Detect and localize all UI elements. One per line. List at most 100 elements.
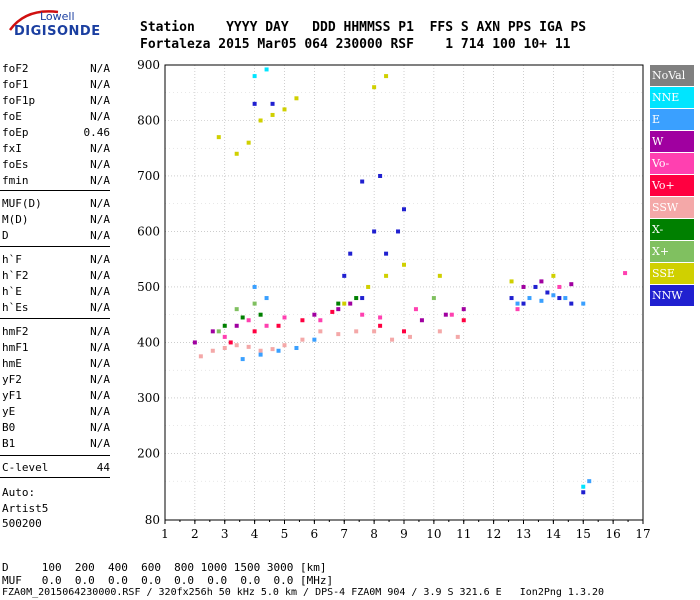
data-point [545, 290, 550, 295]
data-point [270, 101, 275, 106]
param-key: hmF1 [2, 341, 29, 354]
data-point [216, 329, 221, 334]
series-vo- [222, 271, 628, 339]
param-key: h`F2 [2, 269, 29, 282]
data-point [354, 329, 359, 334]
series-nne [252, 67, 586, 489]
param-row-muf-d-: MUF(D) N/A [2, 197, 110, 211]
x-tick-label: 10 [426, 527, 441, 541]
data-point [270, 347, 275, 352]
param-value: N/A [90, 421, 110, 434]
param-row-c-level: C-level 44 [2, 461, 110, 475]
data-point [372, 329, 377, 334]
data-point [431, 296, 436, 301]
data-point [198, 354, 203, 359]
param-row-h-es: h`Es N/A [2, 301, 110, 315]
data-point [396, 229, 401, 234]
data-point [419, 318, 424, 323]
param-row-yf2: yF2 N/A [2, 373, 110, 387]
data-point [437, 329, 442, 334]
data-point [300, 337, 305, 342]
footer-muf-row: MUF 0.0 0.0 0.0 0.0 0.0 0.0 0.0 0.0 [MHz… [2, 574, 334, 587]
param-value: N/A [90, 437, 110, 450]
data-point [252, 329, 257, 334]
data-point [372, 85, 377, 90]
data-point [270, 112, 275, 117]
series-nnw [252, 101, 586, 495]
data-point [384, 251, 389, 256]
data-point [455, 334, 460, 339]
logo-top-text: Lowell [40, 10, 75, 23]
data-point [282, 315, 287, 320]
x-tick-label: 4 [251, 527, 259, 541]
data-point [282, 343, 287, 348]
param-key: fxI [2, 142, 22, 155]
data-point [407, 334, 412, 339]
data-point [276, 348, 281, 353]
header-values: Fortaleza 2015 Mar05 064 230000 RSF 1 71… [140, 37, 571, 52]
footer-file-row: FZA0M_2015064230000.RSF / 320fx256h 50 k… [2, 587, 605, 598]
param-key: B0 [2, 421, 16, 434]
data-point [252, 101, 257, 106]
data-point [210, 348, 215, 353]
legend-item-x-: X- [650, 219, 694, 240]
legend-item-nnw: NNW [650, 285, 694, 306]
data-point [258, 348, 263, 353]
y-tick-label: 400 [137, 335, 160, 349]
param-key: M(D) [2, 213, 29, 226]
y-tick-label: 200 [137, 446, 160, 460]
data-point [342, 273, 347, 278]
data-point [336, 301, 341, 306]
x-tick-label: 15 [576, 527, 591, 541]
data-point [533, 284, 538, 289]
data-point [294, 96, 299, 101]
param-key: foEs [2, 158, 29, 171]
param-key: h`Es [2, 301, 29, 314]
data-point [443, 312, 448, 317]
data-point [402, 329, 406, 334]
data-point [354, 296, 359, 301]
y-tick-label: 500 [137, 280, 160, 294]
data-point [210, 329, 215, 334]
param-row-d: D N/A [2, 229, 110, 243]
y-tick-label: 300 [137, 391, 160, 405]
auto-version: 500200 [2, 517, 42, 530]
param-key: hmF2 [2, 325, 29, 338]
param-row-fof2: foF2 N/A [2, 62, 110, 76]
param-row-hmf2: hmF2 N/A [2, 325, 110, 339]
legend-item-ssw: SSW [650, 197, 694, 218]
param-value: N/A [90, 213, 110, 226]
logo-bottom-text: DIGISONDE [14, 24, 101, 39]
y-tick-label: 800 [137, 113, 160, 127]
legend-item-vo-: Vo- [650, 153, 694, 174]
param-key: fmin [2, 174, 29, 187]
param-row-fmin: fmin N/A [2, 174, 110, 188]
data-point [413, 307, 418, 312]
data-point [258, 312, 263, 317]
data-point [402, 262, 406, 267]
data-point [330, 309, 335, 314]
param-key: C-level [2, 461, 49, 474]
x-tick-label: 13 [516, 527, 531, 541]
data-point [378, 323, 383, 328]
x-tick-label: 16 [605, 527, 620, 541]
series-sse [216, 74, 556, 306]
data-point [360, 312, 365, 317]
data-point [366, 284, 371, 289]
data-point [521, 301, 526, 306]
param-key: h`E [2, 285, 22, 298]
param-value: N/A [90, 285, 110, 298]
param-separator [0, 477, 110, 478]
data-point [300, 318, 305, 323]
param-value: N/A [90, 62, 110, 75]
data-point [252, 74, 257, 79]
param-row-b1: B1 N/A [2, 437, 110, 451]
legend: NoVal NNE E W Vo- Vo+ SSW X- X+ SSE NNW [650, 65, 694, 307]
param-key: hmE [2, 357, 22, 370]
param-separator [0, 455, 110, 456]
data-point [521, 284, 526, 289]
legend-item-vo-: Vo+ [650, 175, 694, 196]
data-point [360, 296, 365, 301]
data-point [240, 357, 245, 362]
